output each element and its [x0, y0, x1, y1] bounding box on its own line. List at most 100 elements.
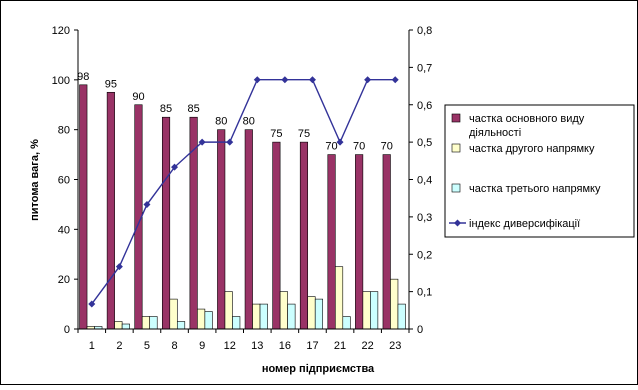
line-point: [198, 138, 206, 146]
line-point: [88, 300, 96, 308]
y-right-tick-label: 0,1: [417, 287, 432, 299]
bar-data-label: 80: [215, 116, 227, 128]
y-right-tick-label: 0,8: [417, 25, 432, 37]
x-tick-label: 8: [171, 340, 177, 352]
bar-1: [217, 129, 226, 330]
bar-data-label: 75: [298, 128, 310, 140]
line-point: [281, 76, 289, 84]
x-tick-label: 21: [334, 340, 346, 352]
bar-2: [197, 308, 206, 330]
bar-3: [232, 316, 241, 330]
bar-2: [224, 291, 233, 330]
bar-2: [390, 278, 399, 330]
legend-swatch: [451, 143, 461, 153]
x-axis-title: номер підприємства: [262, 363, 375, 375]
y-left-tick-label: 80: [58, 125, 70, 137]
x-tick-label: 5: [144, 340, 150, 352]
x-tick-label: 13: [251, 340, 263, 352]
bar-2: [252, 303, 261, 330]
bar-data-label: 95: [105, 78, 117, 90]
bar-data-label: 75: [270, 128, 282, 140]
legend-label: частка другого напрямку: [469, 143, 595, 155]
bar-3: [287, 303, 296, 330]
bar-data-label: 85: [188, 103, 200, 115]
bar-1: [79, 84, 88, 330]
bar-2: [114, 321, 123, 330]
y-right-tick-label: 0,7: [417, 62, 432, 74]
y-left-tick-label: 120: [52, 25, 70, 37]
axes-layer: 0 20 40 60 80 100 120 0 0,1 0,2 0,3 0,4 0,5 0,6 0,7 0,8…: [52, 25, 433, 352]
line-point: [115, 263, 123, 271]
bar-3: [342, 316, 351, 330]
legend-swatch: [451, 183, 461, 193]
legend-box: [444, 104, 635, 238]
bar-data-label: 85: [160, 103, 172, 115]
bar-2: [307, 296, 316, 330]
y-left-tick-label: 100: [52, 75, 70, 87]
x-tick-label: 12: [224, 340, 236, 352]
bar-1: [161, 116, 171, 330]
bar-3: [149, 316, 158, 330]
y-right-tick-label: 0,6: [417, 100, 432, 112]
bar-2: [334, 266, 344, 330]
bar-3: [204, 311, 213, 330]
bar-1: [106, 91, 115, 330]
y-left-tick-label: 20: [58, 274, 70, 286]
x-tick-label: 1: [89, 340, 95, 352]
bar-data-label: 70: [381, 141, 393, 153]
bar-3: [314, 298, 324, 330]
x-tick-label: 9: [199, 340, 205, 352]
legend-label: частка основного виду діяльності: [469, 113, 585, 139]
x-tick-label: 23: [389, 340, 401, 352]
y-right-tick-label: 0: [417, 324, 423, 336]
line-point: [364, 76, 372, 84]
y-right-tick-label: 0,5: [417, 137, 432, 149]
bar-1: [382, 154, 391, 330]
x-tick-label: 16: [279, 340, 291, 352]
x-tick-label: 2: [116, 340, 122, 352]
bar-data-label: 70: [353, 141, 365, 153]
y-right-tick-label: 0,3: [417, 212, 432, 224]
bar-2: [279, 291, 288, 330]
legend-marker: [454, 219, 461, 227]
x-tick-label: 17: [306, 340, 318, 352]
bar-2: [362, 291, 371, 330]
y-right-tick-label: 0,4: [417, 175, 432, 187]
line-layer: [88, 76, 399, 308]
data-labels-layer: 98 95 90 85 85 80 80 75 75 70 70 70: [77, 71, 393, 153]
bar-2: [169, 298, 178, 330]
bar-1: [355, 154, 364, 330]
bar-data-label: 80: [243, 116, 255, 128]
y-left-tick-label: 0: [64, 324, 70, 336]
bar-1: [299, 141, 309, 330]
y-left-tick-label: 60: [58, 175, 70, 187]
line-point: [391, 76, 399, 84]
bar-1: [272, 141, 281, 330]
line-point: [171, 163, 179, 171]
bar-1: [244, 129, 253, 330]
line-point: [253, 76, 261, 84]
bar-data-label: 70: [325, 141, 337, 153]
bar-3: [370, 291, 379, 330]
line-point: [336, 138, 344, 146]
line-series: [91, 79, 396, 305]
legend: частка основного виду діяльності частка др…: [444, 104, 635, 238]
y-right-tick-label: 0,2: [417, 249, 432, 261]
x-tick-label: 22: [362, 340, 374, 352]
legend-swatch: [451, 113, 461, 123]
legend-label: індекс диверсифікації: [469, 218, 580, 230]
bar-1: [327, 154, 336, 330]
bar-3: [176, 321, 186, 330]
bar-3: [121, 323, 130, 330]
y-left-tick-label: 40: [58, 224, 70, 236]
bar-3: [259, 303, 268, 330]
bar-3: [397, 303, 406, 330]
y-axis-title: питома вага, %: [29, 139, 41, 221]
bar-2: [141, 316, 151, 330]
bar-data-label: 90: [132, 91, 144, 103]
line-point: [143, 201, 151, 209]
bar-data-label: 98: [77, 71, 89, 83]
legend-label: частка третього напрямку: [469, 183, 601, 195]
